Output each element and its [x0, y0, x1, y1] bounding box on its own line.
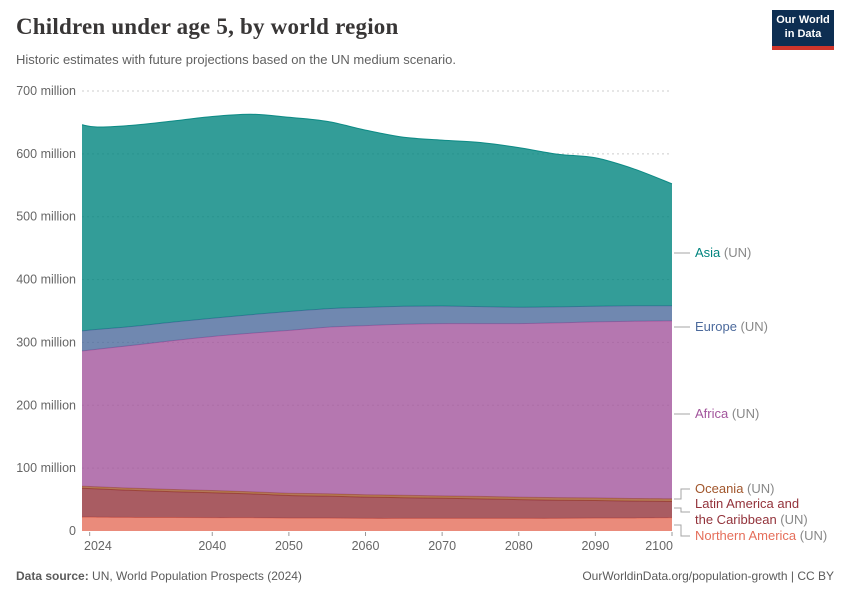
y-tick-label-400: 400 million	[16, 273, 76, 287]
owid-logo-line1: Our World	[776, 14, 830, 27]
legend-suffix-northern-america: (UN)	[796, 528, 828, 543]
legend-connector-latin-america-and-the-caribbean	[674, 507, 690, 513]
footer-credit[interactable]: OurWorldinData.org/population-growth | C…	[582, 569, 834, 583]
legend-item-europe[interactable]: Europe (UN)	[695, 319, 815, 335]
area-asia-un[interactable]	[82, 114, 672, 331]
legend-suffix-africa: (UN)	[728, 406, 760, 421]
legend-suffix-europe: (UN)	[736, 319, 768, 334]
legend-item-oceania[interactable]: Oceania (UN)	[695, 481, 825, 497]
x-tick-label-2100: 2100	[645, 539, 673, 553]
area-africa-un[interactable]	[82, 320, 672, 499]
y-tick-label-500: 500 million	[16, 210, 76, 224]
legend-suffix-asia: (UN)	[720, 245, 752, 260]
y-tick-label-300: 300 million	[16, 335, 76, 349]
legend-connector-northern-america	[674, 524, 690, 537]
x-tick-label-2070: 2070	[428, 539, 456, 553]
y-tick-label-700: 700 million	[16, 84, 76, 98]
legend-label-latin-america-and-the-caribbean: Latin America and the Caribbean	[695, 496, 800, 527]
y-tick-label-0: 0	[69, 524, 76, 538]
legend-label-africa: Africa	[695, 406, 729, 421]
legend-item-northern-america[interactable]: Northern America (UN)	[695, 528, 845, 544]
legend-item-africa[interactable]: Africa (UN)	[695, 406, 815, 422]
area-top-line-asia-un	[81, 113, 673, 185]
legend-suffix-latin-america-and-the-caribbean: (UN)	[776, 512, 808, 527]
legend-connector-oceania	[674, 488, 690, 500]
legend-item-asia[interactable]: Asia (UN)	[695, 245, 815, 261]
x-tick-label-2050: 2050	[275, 539, 303, 553]
owid-logo-line2: in Data	[784, 28, 822, 40]
area-latin-america-and-the-caribbean-un[interactable]	[82, 488, 672, 519]
legend-suffix-oceania: (UN)	[743, 481, 775, 496]
area-northern-america-un[interactable]	[82, 517, 672, 531]
chart-subtitle: Historic estimates with future projectio…	[16, 52, 457, 67]
y-tick-label-200: 200 million	[16, 398, 76, 412]
owid-logo[interactable]: Our World in Data	[772, 10, 834, 50]
y-tick-label-100: 100 million	[16, 461, 76, 475]
data-source-label: Data source:	[16, 569, 89, 583]
x-tick-label-2024: 2024	[84, 539, 112, 553]
x-tick-label-2080: 2080	[505, 539, 533, 553]
data-source-text: UN, World Population Prospects (2024)	[88, 569, 302, 583]
page-title: Children under age 5, by world region	[16, 14, 399, 39]
legend-label-northern-america: Northern America	[695, 528, 797, 543]
y-tick-label-600: 600 million	[16, 147, 76, 161]
x-tick-label-2090: 2090	[581, 539, 609, 553]
area-oceania-un[interactable]	[82, 486, 672, 502]
x-tick-label-2060: 2060	[352, 539, 380, 553]
footer-data-source: Data source: UN, World Population Prospe…	[16, 569, 302, 583]
legend-label-oceania: Oceania	[695, 481, 744, 496]
legend-label-asia: Asia	[695, 245, 721, 260]
legend-item-latin-america-and-the-caribbean[interactable]: Latin America and the Caribbean (UN)	[695, 496, 820, 528]
x-tick-label-2040: 2040	[198, 539, 226, 553]
legend-label-europe: Europe	[695, 319, 737, 334]
